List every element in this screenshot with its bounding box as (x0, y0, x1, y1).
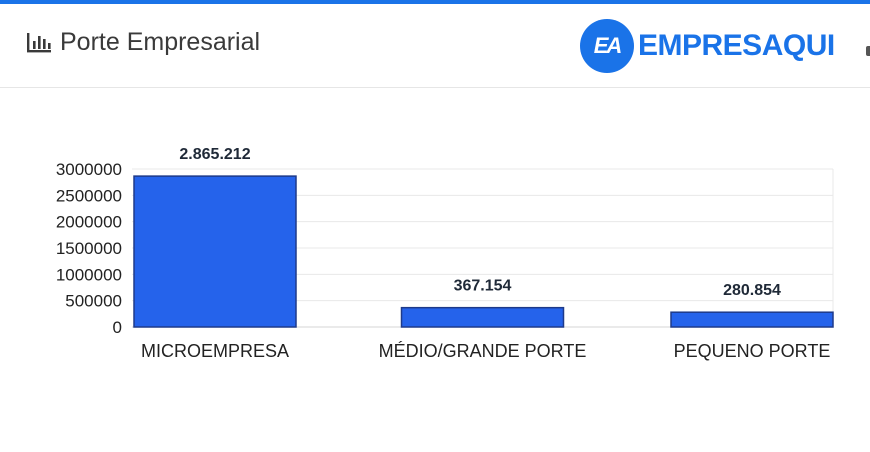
y-tick-label: 1500000 (56, 239, 122, 258)
y-tick-label: 3000000 (56, 160, 122, 179)
x-tick-label: MÉDIO/GRANDE PORTE (379, 341, 587, 361)
brand-logo-icon: EA (580, 19, 634, 73)
bar (400, 306, 565, 328)
y-tick-label: 500000 (65, 292, 122, 311)
bar-chart: 0 500000 1000000 1500000 2000000 2500000 30000… (56, 146, 834, 361)
data-label: 280.854 (723, 282, 781, 299)
bar (670, 311, 834, 328)
x-tick-label: PEQUENO PORTE (674, 341, 831, 361)
y-tick-label: 0 (113, 318, 122, 337)
panel-title: Porte Empresarial (26, 28, 260, 57)
brand-name: EMPRESAQUI (638, 29, 835, 62)
x-tick-label: MICROEMPRESA (141, 341, 289, 361)
data-label: 2.865.212 (179, 146, 250, 163)
bar-chart-icon (27, 32, 51, 52)
page-title: Porte Empresarial (60, 28, 261, 56)
data-label: 367.154 (454, 278, 512, 295)
scroll-edge-indicator (866, 46, 870, 56)
y-tick-label: 1000000 (56, 265, 122, 284)
top-accent-bar (0, 0, 870, 4)
bar (133, 175, 297, 328)
panel-header: Porte Empresarial EA EMPRESAQUI (0, 4, 870, 88)
brand-logo[interactable]: EA EMPRESAQUI (580, 19, 835, 73)
y-tick-label: 2500000 (56, 186, 122, 205)
y-tick-label: 2000000 (56, 213, 122, 232)
